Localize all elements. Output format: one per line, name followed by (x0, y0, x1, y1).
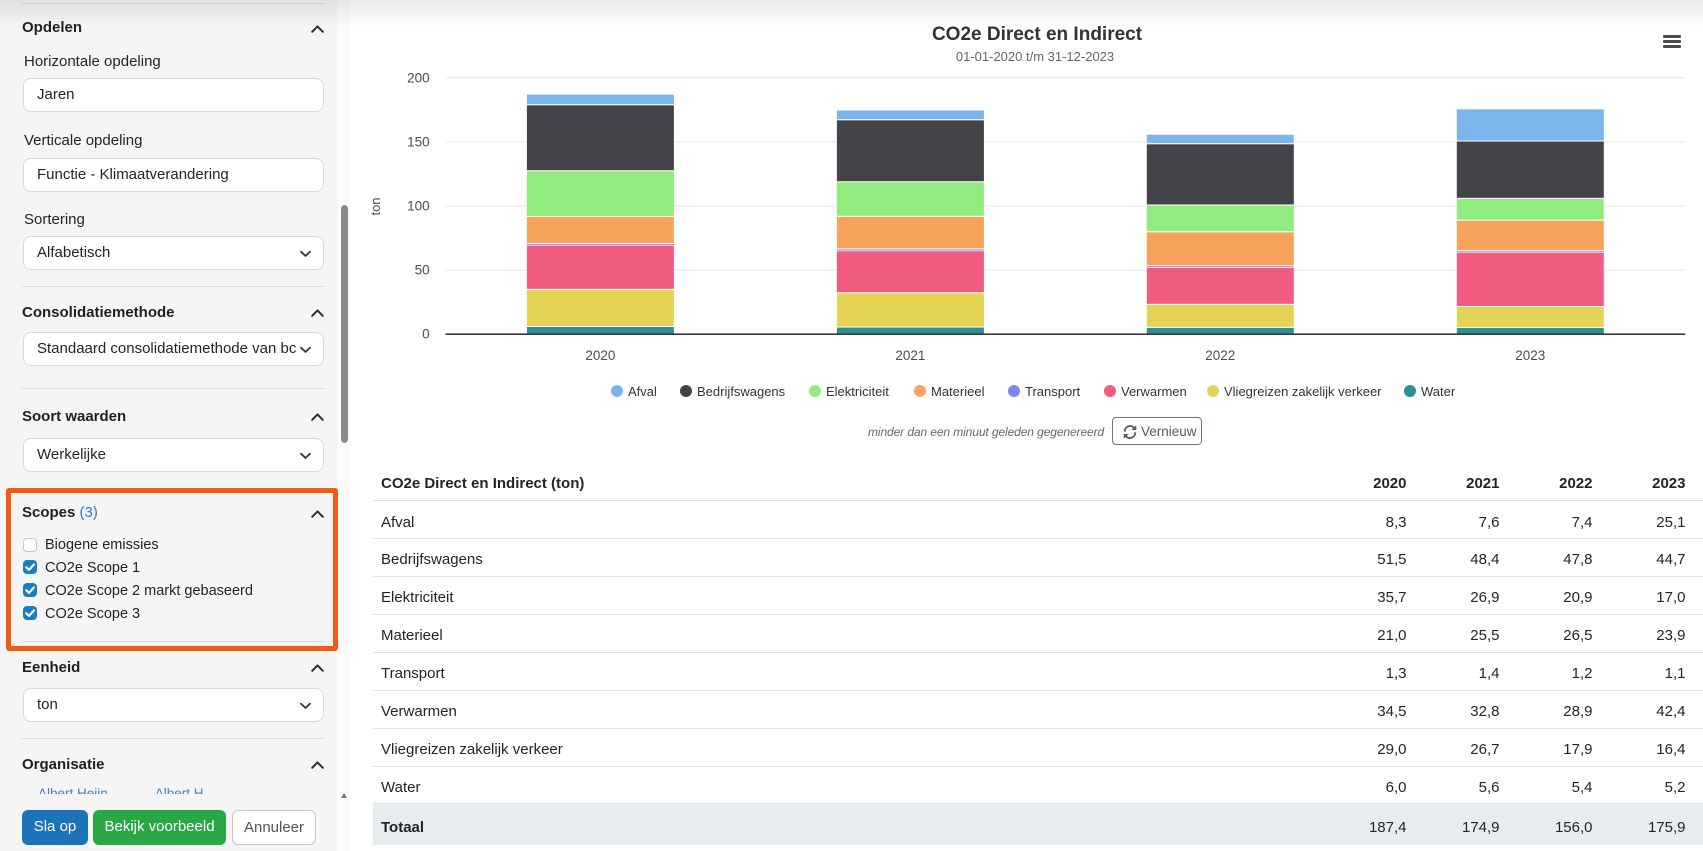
svg-text:100: 100 (407, 199, 430, 214)
svg-text:150: 150 (407, 134, 430, 149)
svg-text:200: 200 (407, 70, 430, 85)
svg-text:2023: 2023 (1515, 348, 1545, 363)
svg-text:2021: 2021 (895, 348, 925, 363)
svg-text:2020: 2020 (585, 348, 615, 363)
svg-text:2022: 2022 (1205, 348, 1235, 363)
svg-text:0: 0 (422, 327, 430, 342)
svg-text:50: 50 (415, 263, 430, 278)
svg-text:ton: ton (368, 197, 383, 215)
